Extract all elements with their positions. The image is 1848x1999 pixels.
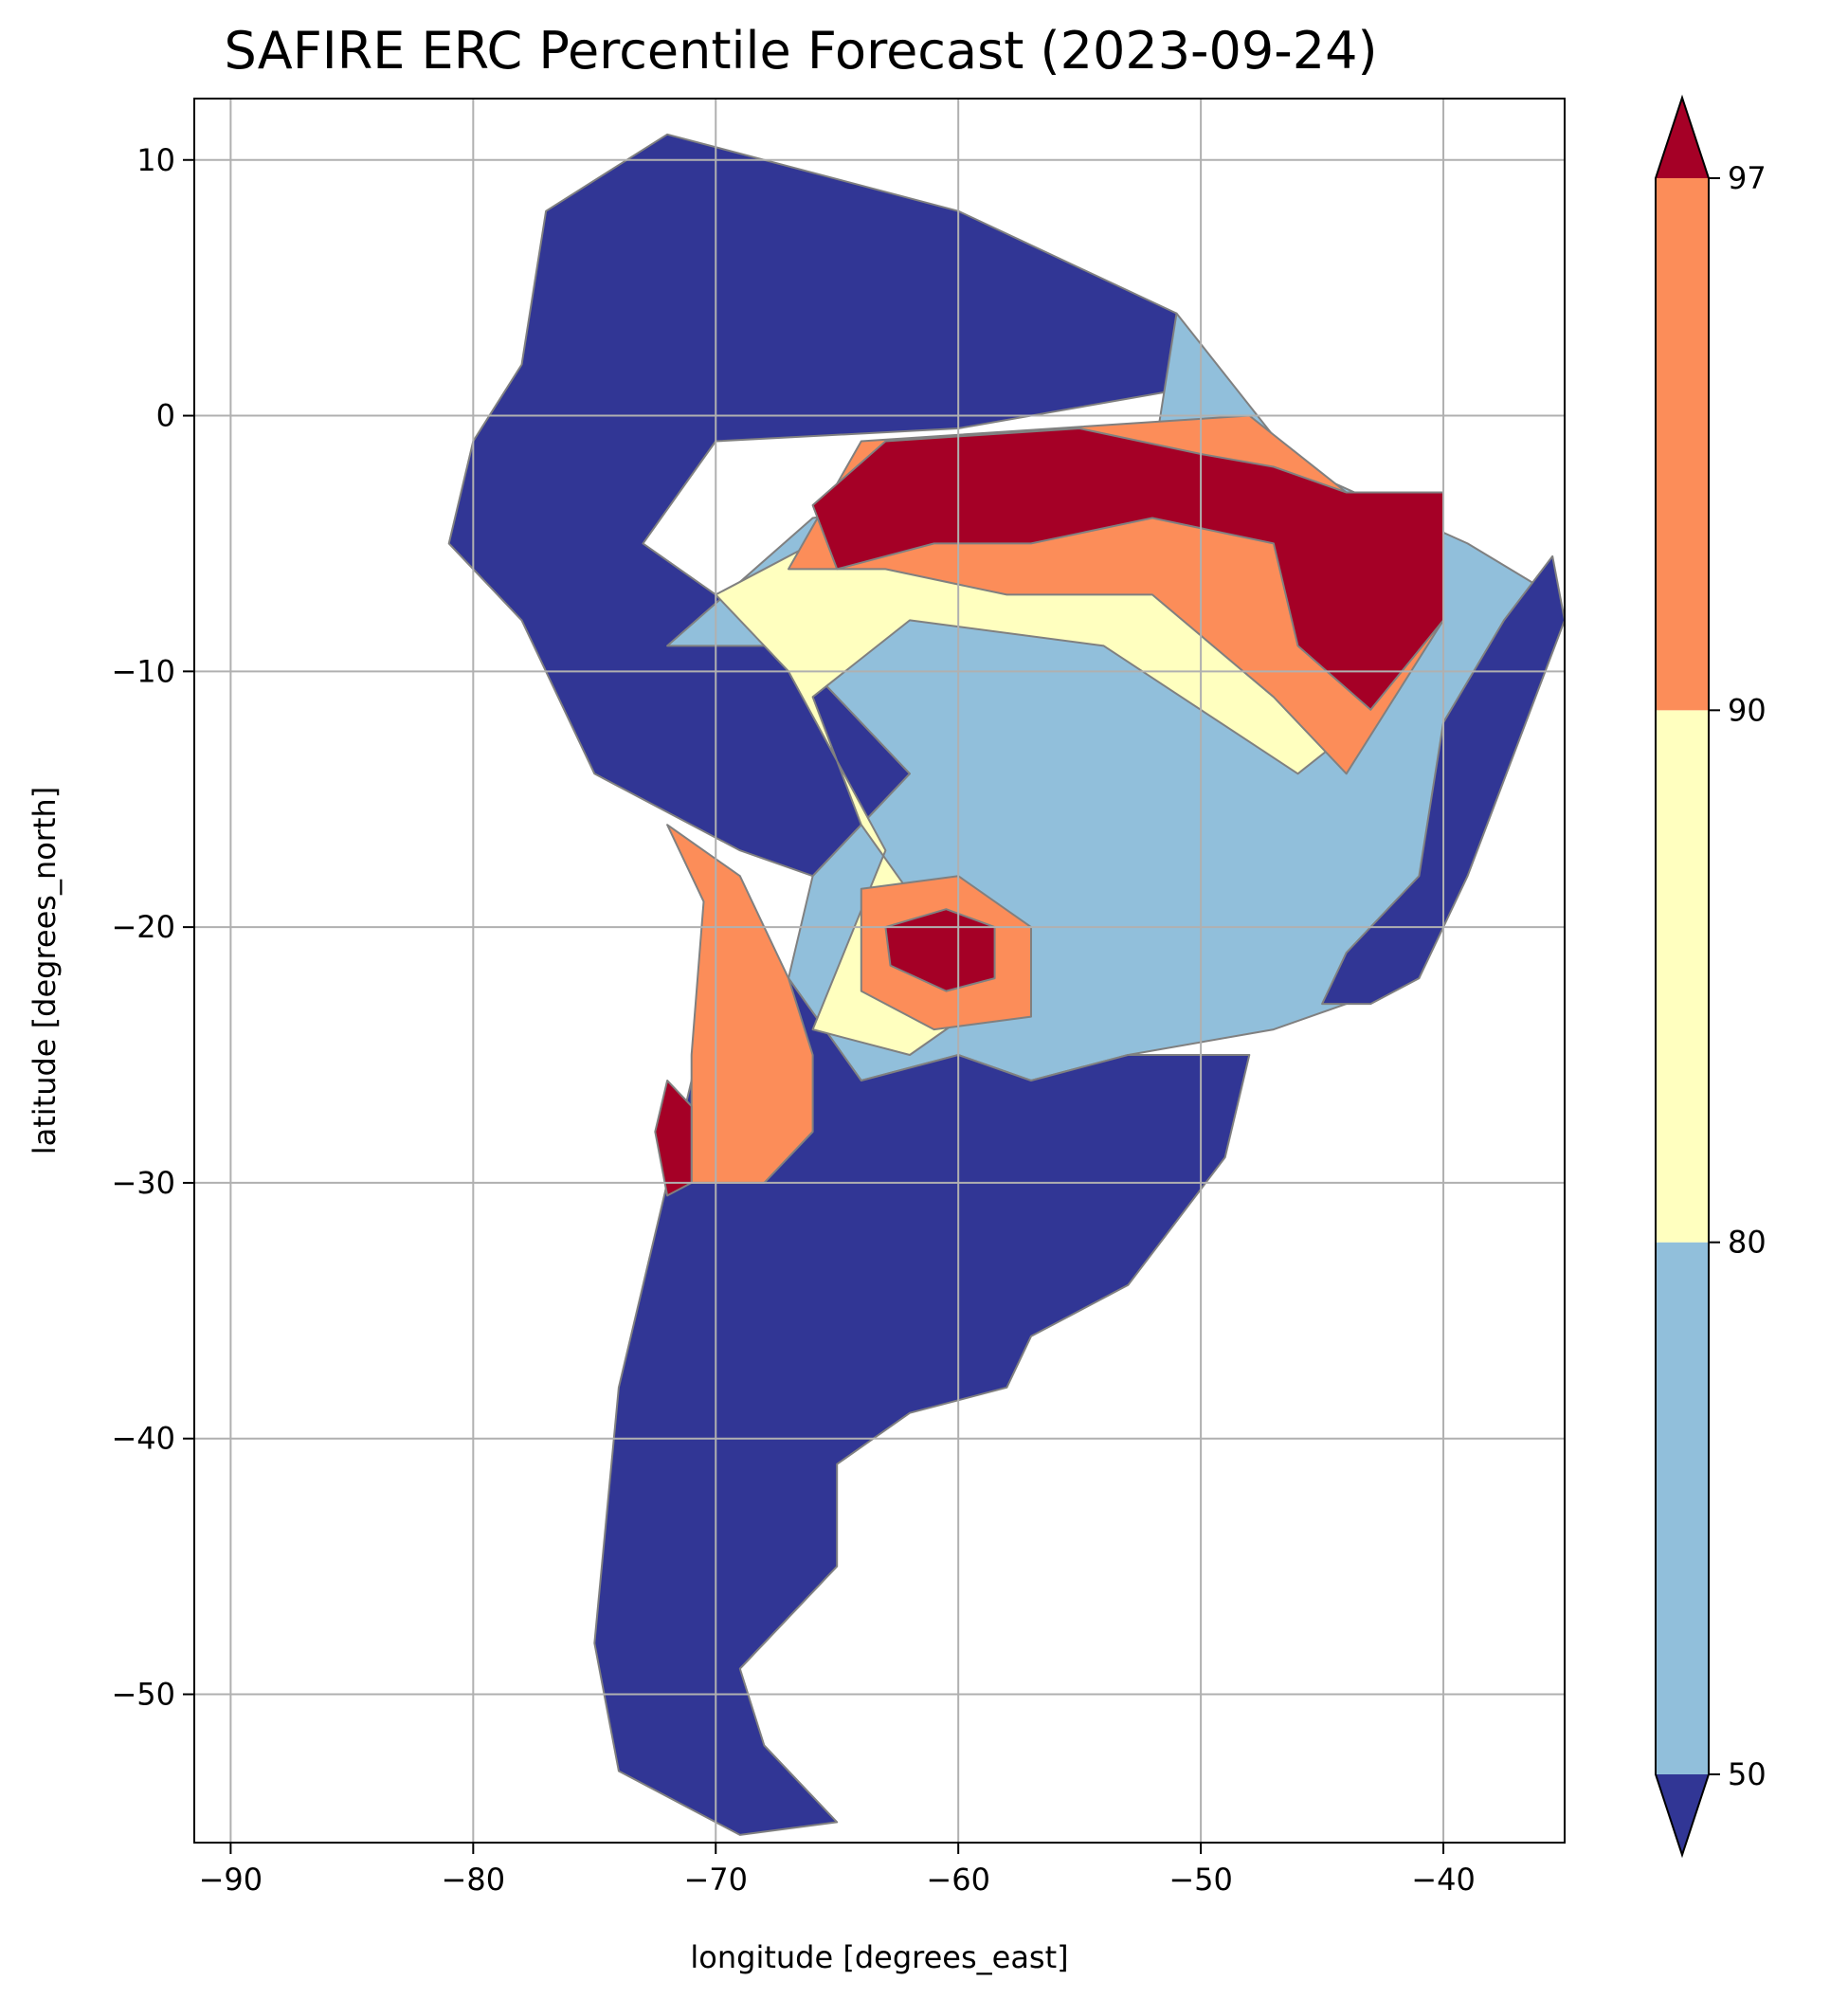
- colorbar: 50 80 90 97: [1655, 94, 1766, 1859]
- chart-title: SAFIRE ERC Percentile Forecast (2023-09-…: [224, 21, 1378, 81]
- region-amazon-north-extreme: [811, 427, 1444, 711]
- map-frame: [193, 98, 1566, 1844]
- colorbar-tick-label: 90: [1728, 692, 1766, 728]
- y-tick-label: 0: [156, 398, 175, 434]
- x-tick-label: −70: [683, 1862, 748, 1898]
- colorbar-segment: [1656, 1242, 1709, 1774]
- y-tick-label: −10: [111, 653, 175, 689]
- colorbar-extend-high: [1656, 98, 1709, 178]
- x-axis-label: longitude [degrees_east]: [690, 1939, 1068, 1975]
- x-tick-label: −90: [199, 1862, 263, 1898]
- x-tick-label: −60: [926, 1862, 990, 1898]
- region-chaco-extreme: [884, 908, 996, 992]
- y-axis-ticks: 10 0 −10 −20 −30 −40 −50: [111, 142, 194, 1713]
- x-tick-label: −80: [442, 1862, 506, 1898]
- x-axis-ticks: −90 −80 −70 −60 −50 −40: [199, 1843, 1476, 1898]
- colorbar-tick-label: 97: [1728, 160, 1766, 196]
- colorbar-tick-label: 80: [1728, 1225, 1766, 1261]
- region-andes-extreme: [654, 1080, 693, 1197]
- y-tick-label: 10: [136, 142, 175, 178]
- y-tick-label: −40: [111, 1421, 175, 1457]
- x-tick-label: −50: [1169, 1862, 1233, 1898]
- y-tick-label: −20: [111, 909, 175, 945]
- colorbar-extend-low: [1656, 1774, 1709, 1855]
- colorbar-segment: [1656, 178, 1709, 711]
- colorbar-tick-label: 50: [1728, 1756, 1766, 1792]
- percentile-regions: [447, 133, 1565, 1836]
- y-tick-label: −30: [111, 1165, 175, 1201]
- gridlines: [194, 99, 1565, 1843]
- y-tick-label: −50: [111, 1677, 175, 1713]
- y-axis-label: latitude [degrees_north]: [27, 787, 63, 1155]
- x-tick-label: −40: [1411, 1862, 1476, 1898]
- colorbar-segment: [1656, 710, 1709, 1243]
